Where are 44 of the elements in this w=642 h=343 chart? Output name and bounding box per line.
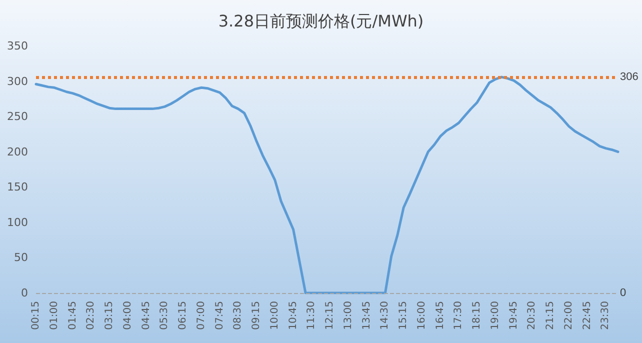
x-tick-label: 10:45 [288, 301, 299, 330]
x-tick-label: 13:00 [342, 301, 354, 330]
y-tick-label: 0 [21, 286, 28, 300]
x-tick-label: 04:45 [140, 301, 152, 330]
x-tick-label: 19:00 [490, 301, 501, 330]
x-tick-label: 16:45 [434, 301, 446, 330]
y-tick-label: 50 [14, 251, 28, 264]
y-tick-label: 250 [7, 110, 28, 124]
x-tick-label: 03:15 [104, 301, 116, 330]
x-tick-label: 07:45 [214, 301, 226, 330]
x-tick-label: 09:15 [251, 301, 262, 330]
x-tick-label: 18:15 [472, 301, 483, 330]
y-tick-label: 200 [7, 145, 28, 158]
y-tick-label: 150 [7, 180, 28, 194]
x-tick-label: 01:45 [67, 301, 78, 330]
y-tick-label: 300 [7, 74, 28, 88]
y-tick-label: 350 [7, 40, 28, 52]
x-tick-label: 22:45 [582, 301, 593, 330]
x-tick-label: 06:15 [178, 301, 189, 330]
ref-line-label: 0 [620, 287, 626, 299]
x-tick-label: 13:45 [361, 301, 372, 330]
x-tick-label: 11:30 [306, 301, 318, 330]
x-tick-label: 00:15 [30, 301, 42, 330]
x-tick-label: 21:15 [545, 301, 556, 330]
x-tick-label: 22:00 [563, 301, 574, 330]
x-tick-label: 05:30 [159, 301, 170, 330]
x-tick-label: 23:30 [600, 301, 612, 330]
ref-line-label: 306 [620, 71, 638, 84]
x-tick-label: 10:00 [269, 301, 280, 330]
x-tick-label: 02:30 [86, 301, 97, 330]
x-tick-label: 20:30 [526, 301, 538, 330]
x-tick-label: 15:15 [398, 301, 410, 330]
x-tick-label: 04:00 [122, 301, 134, 330]
x-tick-label: 08:30 [232, 301, 244, 330]
x-tick-label: 16:00 [416, 301, 428, 330]
y-tick-label: 100 [7, 216, 28, 229]
line-series [34, 76, 620, 294]
x-tick-label: 12:15 [324, 301, 336, 330]
x-tick-label: 07:00 [196, 301, 207, 330]
chart-title: 3.28日前预测价格(元/MWh) [218, 12, 424, 30]
x-tick-label: 17:30 [453, 301, 464, 330]
x-tick-label: 14:30 [380, 301, 391, 330]
x-tick-label: 19:45 [508, 301, 520, 330]
x-tick-label: 01:00 [48, 301, 60, 330]
